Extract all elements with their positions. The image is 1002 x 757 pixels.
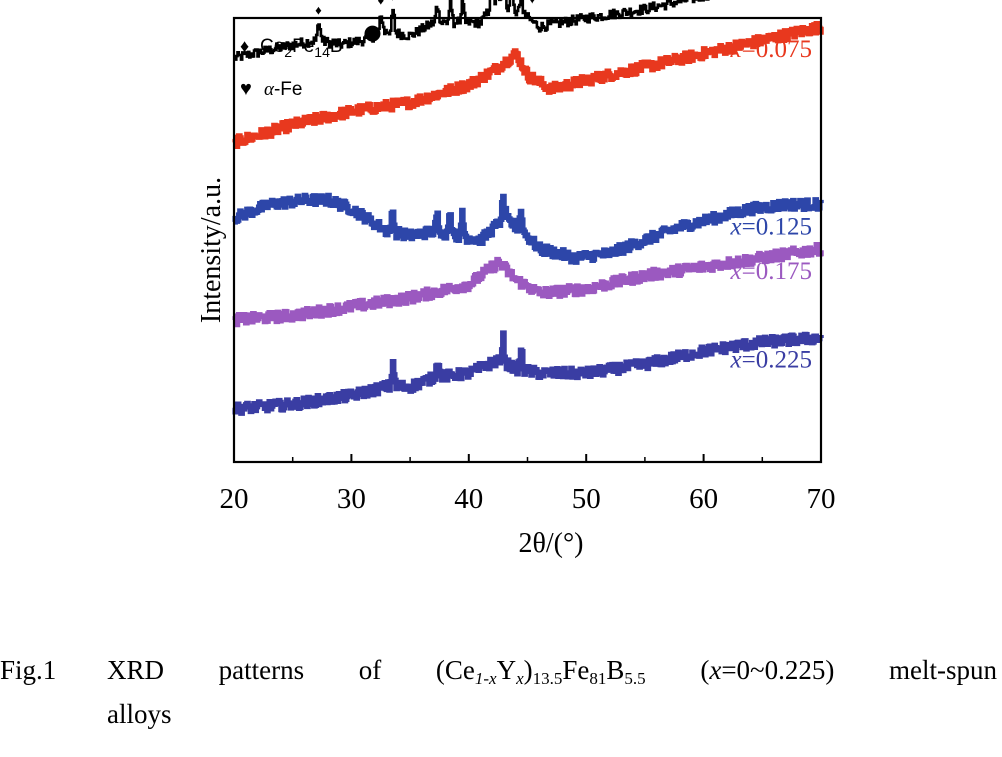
figure-number: Fig.1	[0, 655, 57, 685]
x-tick-label: 60	[689, 483, 718, 515]
diamond-marker-icon: ♦	[389, 0, 396, 3]
series-label-3: x=0.175	[730, 258, 812, 285]
series-line-3	[232, 241, 824, 328]
x-tick-layer: 20 30 40 50 60 70	[220, 454, 836, 515]
x-axis-label: 2θ/(°)	[518, 528, 583, 559]
series-label-2: x=0.125	[730, 214, 812, 241]
series-line-2	[232, 192, 824, 265]
x-tick-label: 40	[454, 483, 483, 515]
y-axis-label: Intensity/a.u.	[196, 177, 227, 323]
series-line-0	[233, 0, 710, 61]
diamond-marker-icon: ♦	[377, 0, 384, 8]
x-tick-label: 20	[220, 483, 249, 515]
series-line-4	[232, 330, 824, 416]
heart-marker-icon: ♥	[528, 0, 536, 7]
circle-marker-icon	[364, 25, 381, 42]
x-tick-label: 50	[572, 483, 601, 515]
x-tick-label: 70	[807, 483, 836, 515]
caption-line-2: alloys	[107, 699, 172, 729]
legend-label-alpha-fe: α-Fe	[264, 79, 302, 100]
marker-layer: ♦♦♦♦♦♦♦♦♦♦♥♥	[315, 0, 536, 42]
series-layer	[232, 0, 824, 416]
legend-label-ce2fe14b: Ce2Fe14B	[260, 36, 343, 60]
diamond-marker-icon: ♦	[315, 3, 322, 18]
series-label-1: x=0.075	[730, 36, 812, 63]
series-label-layer: x=0 x=0.075 x=0.125 x=0.175 x=0.225	[730, 0, 812, 374]
legend: ♦ Ce2Fe14B ♥ α-Fe	[240, 36, 343, 100]
caption-line-1: XRD patterns of (Ce1-xYx)13.5Fe81B5.5 (x…	[107, 655, 998, 688]
x-tick-label: 30	[337, 483, 366, 515]
series-line-1	[232, 21, 824, 150]
series-label-4: x=0.225	[730, 347, 812, 374]
legend-diamond-icon: ♦	[240, 36, 249, 56]
series-label-0: x=0	[773, 0, 812, 5]
legend-heart-icon: ♥	[240, 78, 252, 100]
